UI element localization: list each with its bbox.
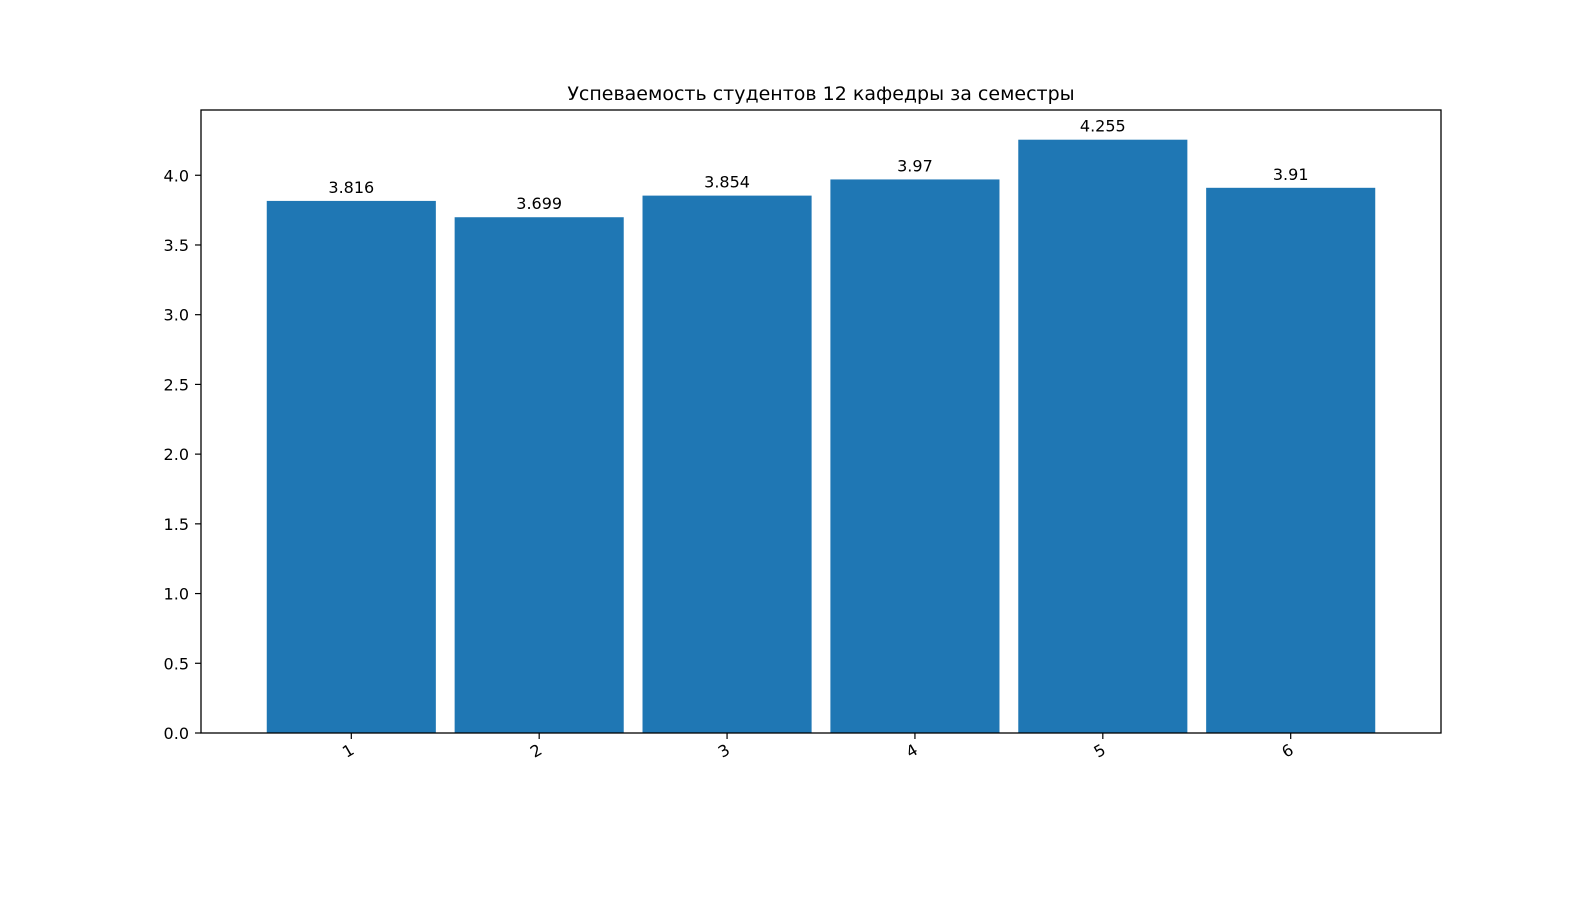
value-label-4: 3.97: [897, 156, 933, 175]
value-label-1: 3.816: [328, 178, 374, 197]
plot-area-frame: [200, 109, 1442, 734]
value-label-6: 3.91: [1273, 165, 1309, 184]
bar-3: [642, 195, 812, 733]
bar-1: [266, 200, 436, 734]
y-tick-label: 3.0: [164, 306, 189, 325]
bars-layer: [266, 139, 1376, 734]
y-tick-label: 1.0: [164, 585, 189, 604]
value-label-5: 4.255: [1080, 117, 1126, 136]
y-tick-label: 4.0: [164, 166, 189, 185]
y-tick-label: 1.5: [164, 515, 189, 534]
y-tick-label: 0.5: [164, 654, 189, 673]
y-tick-label: 0.0: [164, 724, 189, 743]
value-labels-layer: 3.816 3.699 3.854 3.97 4.255 3.91: [328, 117, 1308, 214]
y-tick-label: 2.5: [164, 375, 189, 394]
y-tick-label: 2.0: [164, 445, 189, 464]
value-label-3: 3.854: [704, 173, 750, 192]
bar-4: [830, 179, 1000, 734]
y-tick-label: 3.5: [164, 236, 189, 255]
chart-title: Успеваемость студентов 12 кафедры за сем…: [567, 83, 1074, 105]
y-axis: 0.0 0.5 1.0 1.5 2.0 2.5 3.0 3.5 4.0: [164, 166, 201, 743]
bar-2: [454, 217, 624, 734]
bar-6: [1206, 187, 1376, 733]
bar-5: [1018, 139, 1188, 734]
value-label-2: 3.699: [516, 194, 562, 213]
